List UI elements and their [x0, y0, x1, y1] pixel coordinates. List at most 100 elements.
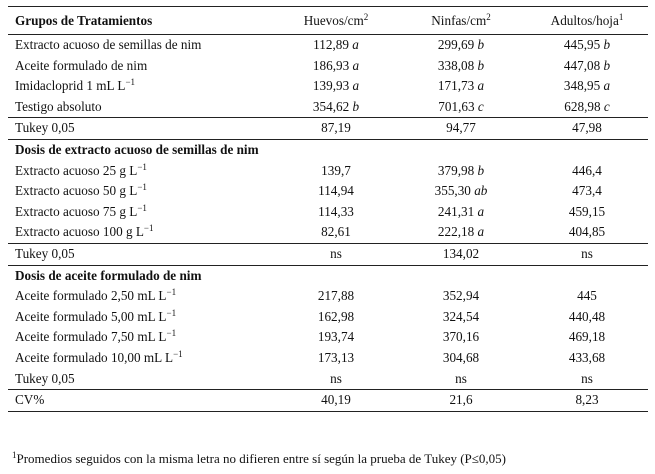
tukey-letter: b: [352, 98, 360, 114]
tukey-label: Tukey 0,05: [8, 242, 276, 266]
cell-nymphs: 352,94: [442, 288, 480, 304]
table-row: Imidacloprid 1 mL L−1 139,93 a 171,73 a 348…: [8, 76, 648, 97]
group1-rows: Extracto acuoso de semillas de nim 112,89…: [8, 35, 648, 118]
cell-eggs: 193,74: [317, 329, 355, 345]
tukey-nymphs: ns: [455, 370, 467, 386]
cell-eggs: 173,13: [317, 349, 355, 365]
cv-label: CV%: [8, 389, 276, 412]
header-eggs: Huevos/cm2: [276, 6, 396, 35]
tukey-letter: a: [477, 78, 485, 94]
row-label: Extracto acuoso de semillas de nim: [15, 37, 202, 52]
row-label: Extracto acuoso 50 g L−1: [15, 182, 147, 199]
group3-rows: Aceite formulado 2,50 mL L−1 217,88 352,94…: [8, 286, 648, 368]
tukey-letter: a: [352, 78, 360, 94]
row-label: Aceite formulado 10,00 mL L−1: [15, 348, 183, 365]
tukey-adults: ns: [526, 242, 648, 266]
tukey-letter: ab: [474, 183, 488, 199]
row-label: Extracto acuoso 75 g L−1: [15, 202, 147, 219]
cell-adults: 433,68: [568, 349, 606, 365]
cell-eggs: 217,88: [317, 288, 355, 304]
cell-adults: 628,98 c: [564, 98, 610, 114]
table-row: Extracto acuoso 50 g L−1 114,94 355,30 ab 4…: [8, 181, 648, 202]
cell-nymphs: 304,68: [442, 349, 480, 365]
tukey-adults: ns: [581, 370, 593, 386]
footnote: 1Promedios seguidos con la misma letra n…: [8, 451, 652, 467]
tukey-letter: b: [477, 37, 485, 52]
cell-eggs: 139,7: [321, 162, 351, 178]
row-label: Aceite formulado 7,50 mL L−1: [15, 328, 177, 345]
cell-adults: 446,4: [572, 162, 602, 178]
table-row: Extracto acuoso 100 g L−1 82,61 222,18 a 40…: [8, 222, 648, 243]
group2-rows: Extracto acuoso 25 g L−1 139,7 379,98 b 446…: [8, 161, 648, 244]
tukey-letter: b: [477, 57, 485, 73]
row-label: Imidacloprid 1 mL L−1: [15, 77, 136, 94]
tukey-letter: a: [352, 37, 359, 52]
row-label: Aceite formulado 5,00 mL L−1: [15, 307, 177, 324]
table-row: Aceite formulado de nim 186,93 a 338,08 b 4…: [8, 56, 648, 77]
group2-title: Dosis de extracto acuoso de semillas de …: [8, 138, 648, 161]
cell-eggs: 112,89 a: [313, 37, 359, 52]
cell-eggs: 139,93 a: [312, 78, 360, 94]
cv-adults: 8,23: [526, 389, 648, 412]
tukey-letter: b: [477, 162, 485, 178]
cell-nymphs: 355,30 ab: [434, 183, 488, 199]
row-label: Aceite formulado de nim: [15, 57, 148, 73]
group2-tukey-row: Tukey 0,05 ns 134,02 ns: [8, 242, 648, 266]
tukey-eggs: ns: [276, 242, 396, 266]
cell-nymphs: 379,98 b: [437, 162, 485, 178]
tukey-adults: 47,98: [526, 117, 648, 140]
group2-title-row: Dosis de extracto acuoso de semillas de …: [8, 138, 648, 161]
tukey-eggs: 87,19: [276, 117, 396, 140]
cell-adults: 445,95 b: [563, 37, 611, 52]
group3-title-row: Dosis de aceite formulado de nim: [8, 264, 648, 287]
cell-adults: 447,08 b: [563, 57, 611, 73]
cv-nymphs: 21,6: [396, 389, 526, 412]
tukey-label: Tukey 0,05: [8, 117, 276, 140]
table-row: Extracto acuoso 25 g L−1 139,7 379,98 b 446…: [8, 161, 648, 182]
table-header-row: Grupos de Tratamientos Huevos/cm2 Ninfas…: [8, 6, 648, 35]
cell-nymphs: 338,08 b: [437, 57, 485, 73]
cell-nymphs: 370,16: [442, 329, 480, 345]
group3-title: Dosis de aceite formulado de nim: [8, 264, 648, 287]
cell-nymphs: 701,63 c: [438, 98, 484, 114]
cell-eggs: 186,93 a: [312, 57, 360, 73]
table-row: Aceite formulado 10,00 mL L−1 173,13 304,6…: [8, 348, 648, 369]
tukey-letter: c: [603, 98, 610, 114]
cell-nymphs: 222,18 a: [437, 224, 485, 240]
cell-eggs: 82,61: [321, 224, 351, 240]
cell-eggs: 354,62 b: [312, 98, 360, 114]
cell-adults: 459,15: [568, 203, 606, 219]
table-row: Aceite formulado 5,00 mL L−1 162,98 324,54…: [8, 307, 648, 328]
header-adults: Adultos/hoja1: [526, 6, 648, 35]
row-label: Aceite formulado 2,50 mL L−1: [15, 287, 177, 304]
cell-adults: 445: [577, 288, 597, 304]
table-row: Aceite formulado 2,50 mL L−1 217,88 352,94…: [8, 286, 648, 307]
footnote-marker: 1: [12, 450, 17, 460]
header-nymphs: Ninfas/cm2: [396, 6, 526, 35]
cell-nymphs: 324,54: [442, 308, 480, 324]
header-treatment-groups: Grupos de Tratamientos: [8, 6, 276, 35]
tukey-letter: c: [477, 98, 484, 114]
footnote-text: Promedios seguidos con la misma letra no…: [16, 451, 507, 466]
row-label: Extracto acuoso 25 g L−1: [15, 161, 147, 178]
table-row: Aceite formulado 7,50 mL L−1 193,74 370,16…: [8, 327, 648, 348]
cell-nymphs: 299,69 b: [437, 37, 485, 52]
cv-row: CV% 40,19 21,6 8,23: [8, 389, 648, 412]
cell-eggs: 162,98: [317, 308, 355, 324]
cell-nymphs: 241,31 a: [437, 203, 485, 219]
cell-adults: 473,4: [572, 183, 602, 199]
row-label: Testigo absoluto: [15, 98, 102, 114]
row-label: Extracto acuoso 100 g L−1: [15, 223, 154, 240]
table-row: Testigo absoluto 354,62 b 701,63 c 628,98 c: [8, 97, 648, 118]
group1-tukey-row: Tukey 0,05 87,19 94,77 47,98: [8, 117, 648, 140]
tukey-letter: b: [603, 37, 611, 52]
cv-eggs: 40,19: [276, 389, 396, 412]
tukey-letter: a: [352, 57, 360, 73]
tukey-eggs: ns: [330, 370, 342, 386]
tukey-nymphs: 134,02: [396, 242, 526, 266]
cell-nymphs: 171,73 a: [437, 78, 485, 94]
cell-adults: 404,85: [568, 224, 606, 240]
tukey-label: Tukey 0,05: [15, 370, 75, 386]
cell-adults: 469,18: [568, 329, 606, 345]
